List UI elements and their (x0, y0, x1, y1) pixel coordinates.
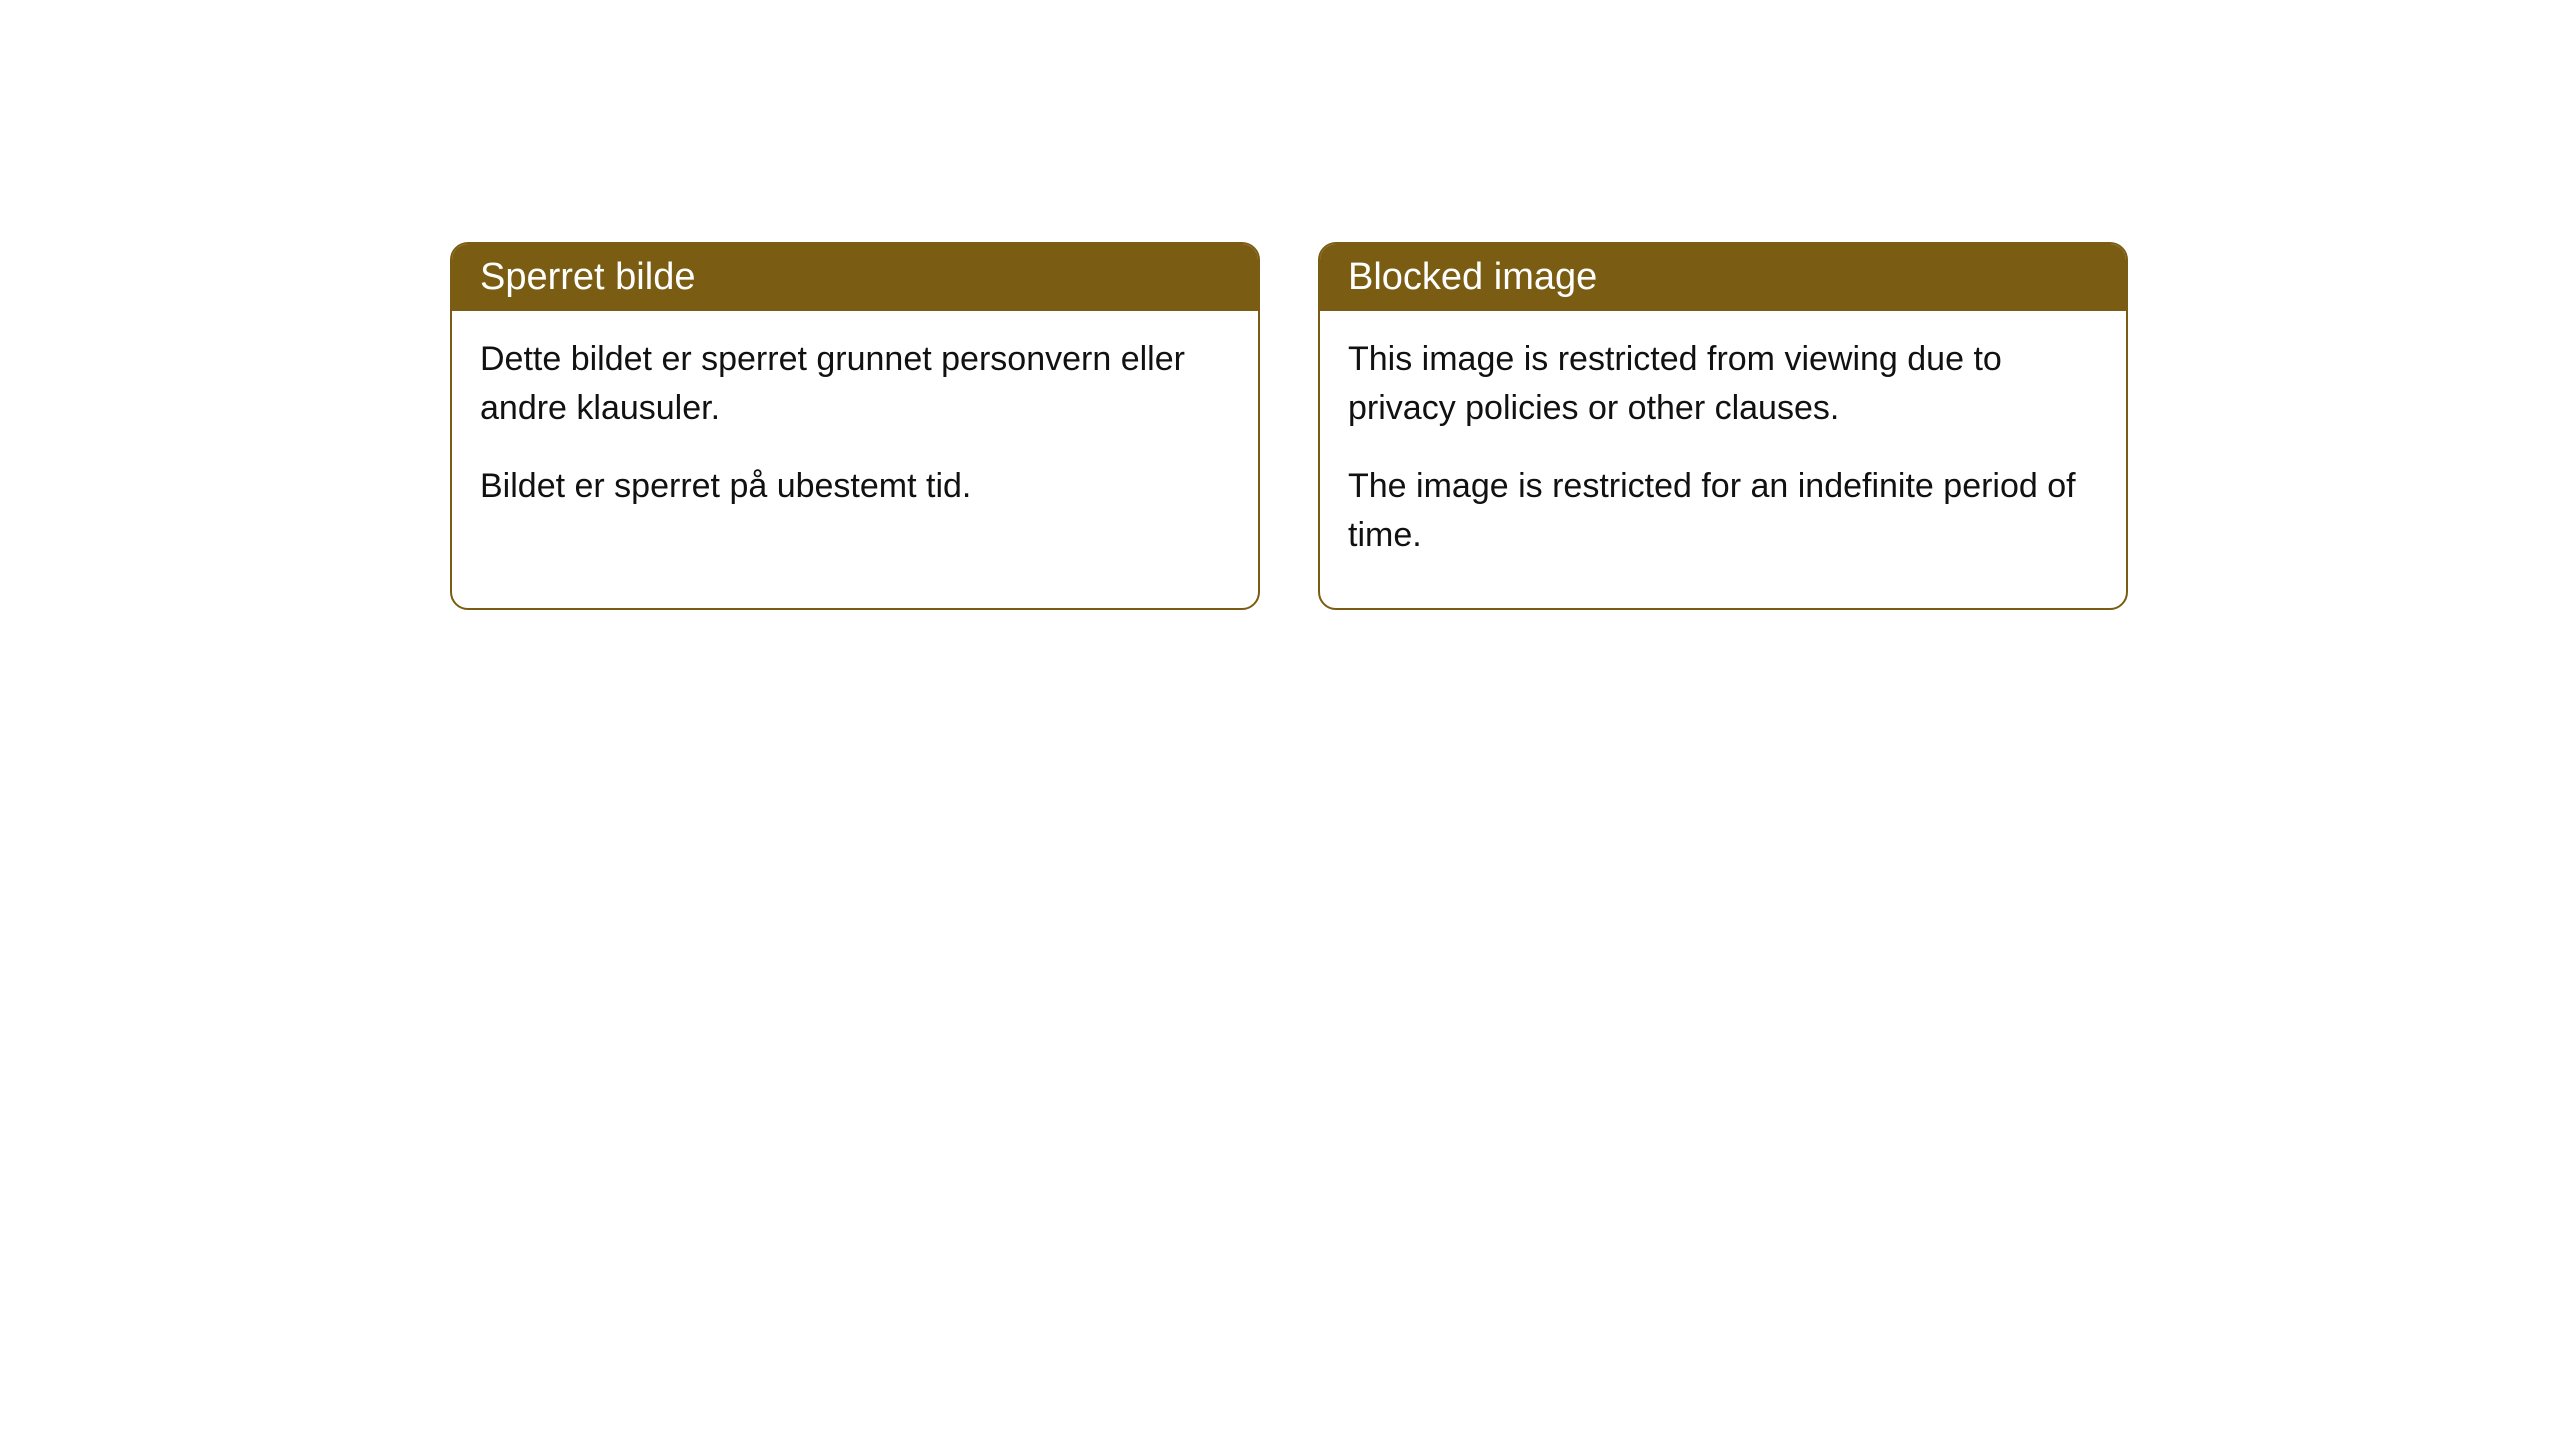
blocked-image-card-en: Blocked image This image is restricted f… (1318, 242, 2128, 610)
card-header: Sperret bilde (452, 244, 1258, 311)
card-paragraph: Dette bildet er sperret grunnet personve… (480, 335, 1230, 434)
card-title: Blocked image (1348, 256, 1597, 298)
card-paragraph: Bildet er sperret på ubestemt tid. (480, 462, 1230, 511)
card-paragraph: The image is restricted for an indefinit… (1348, 462, 2098, 561)
card-title: Sperret bilde (480, 256, 695, 298)
blocked-image-card-no: Sperret bilde Dette bildet er sperret gr… (450, 242, 1260, 610)
card-body: This image is restricted from viewing du… (1320, 311, 2126, 608)
card-paragraph: This image is restricted from viewing du… (1348, 335, 2098, 434)
card-header: Blocked image (1320, 244, 2126, 311)
card-body: Dette bildet er sperret grunnet personve… (452, 311, 1258, 559)
notice-cards-container: Sperret bilde Dette bildet er sperret gr… (450, 242, 2128, 610)
